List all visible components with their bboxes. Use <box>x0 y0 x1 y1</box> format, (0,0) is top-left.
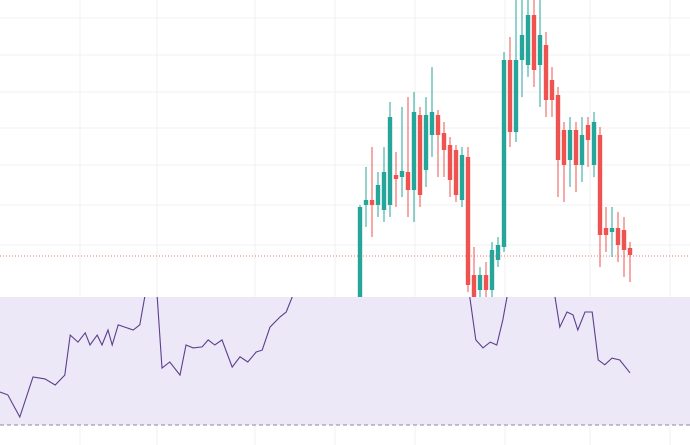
candle-body <box>417 115 423 195</box>
candle-body <box>525 15 531 65</box>
candle-body <box>405 172 411 190</box>
candle-body <box>447 145 453 180</box>
candle-body <box>381 172 387 210</box>
candle-body <box>507 60 513 132</box>
candle-body <box>435 115 441 135</box>
candle-body <box>531 15 537 70</box>
indicator-line <box>0 297 631 419</box>
candle-body <box>411 112 417 190</box>
candle-body <box>453 150 459 195</box>
candle-body <box>363 200 369 205</box>
candle-body <box>501 60 507 247</box>
candle-body <box>387 117 393 205</box>
price-pane <box>0 0 690 297</box>
candle-body <box>609 228 615 232</box>
candle-body <box>357 207 363 297</box>
candle-body <box>441 133 447 150</box>
candle-body <box>375 185 381 205</box>
candle-body <box>537 35 543 65</box>
candle-body <box>477 275 483 290</box>
candle-body <box>489 250 495 290</box>
candle-body <box>597 135 603 235</box>
candle-body <box>519 35 525 60</box>
candle-body <box>579 135 585 165</box>
candle-body <box>615 228 621 245</box>
candle-body <box>621 230 627 250</box>
candle-body <box>465 157 471 285</box>
candle-body <box>459 155 465 200</box>
candle-body <box>603 228 609 235</box>
indicator-pane <box>0 297 690 426</box>
candle-body <box>369 200 375 205</box>
candle-body <box>561 130 567 165</box>
indicator-band <box>0 297 690 425</box>
candle-body <box>423 115 429 170</box>
candle-body <box>567 130 573 160</box>
candle-body <box>429 112 435 135</box>
candle-body <box>483 275 489 290</box>
candle-body <box>549 80 555 100</box>
candle-body <box>585 125 591 140</box>
candle-body <box>513 60 519 132</box>
candle-body <box>471 275 477 297</box>
candle-body <box>591 122 597 165</box>
candle-body <box>543 45 549 100</box>
candle-body <box>393 175 399 179</box>
candle-body <box>399 171 405 177</box>
candle-body <box>495 245 501 260</box>
candle-body <box>555 95 561 160</box>
candle-body <box>627 248 633 255</box>
candle-body <box>573 130 579 165</box>
